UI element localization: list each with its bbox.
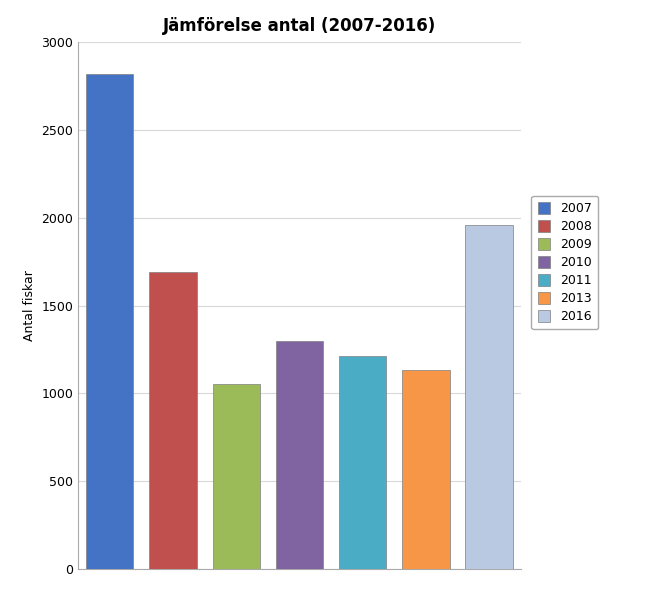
Bar (402, 370, 450, 569)
Bar (465, 225, 513, 569)
Bar (149, 272, 197, 569)
Bar (339, 356, 387, 569)
Legend: 2007, 2008, 2009, 2010, 2011, 2013, 2016: 2007, 2008, 2009, 2010, 2011, 2013, 2016 (531, 196, 598, 330)
Bar (276, 341, 323, 569)
Y-axis label: Antal fiskar: Antal fiskar (23, 270, 36, 341)
Bar (86, 74, 133, 569)
Bar (212, 384, 260, 569)
Title: Jämförelse antal (2007-2016): Jämförelse antal (2007-2016) (163, 17, 436, 35)
